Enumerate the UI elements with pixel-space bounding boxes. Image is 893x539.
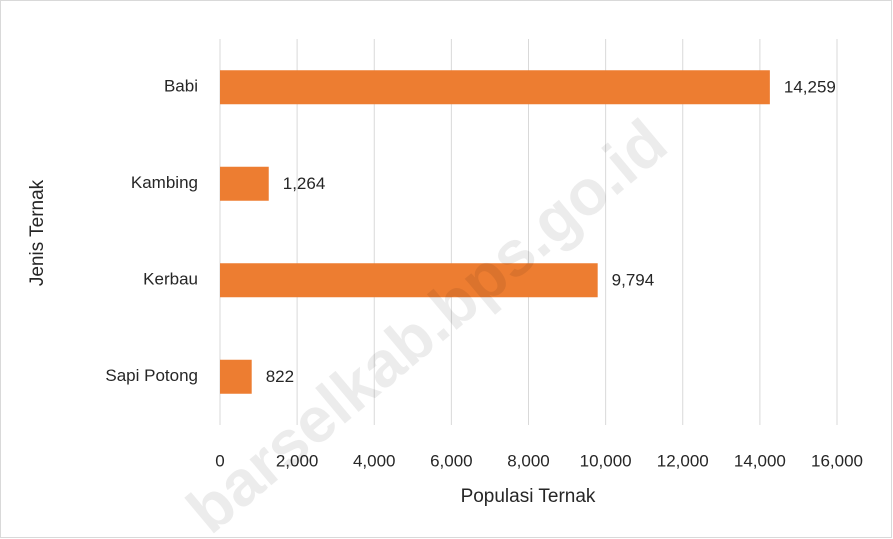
x-tick-label: 10,000: [580, 451, 632, 470]
x-axis-label: Populasi Ternak: [461, 486, 596, 507]
data-label: 822: [266, 367, 294, 386]
x-tick-label: 2,000: [276, 451, 319, 470]
y-tick-label: Kambing: [131, 173, 198, 192]
y-tick-label: Kerbau: [143, 270, 198, 289]
bar: [220, 166, 269, 201]
data-label: 1,264: [283, 174, 326, 193]
x-tick-label: 12,000: [657, 451, 709, 470]
y-axis-label: Jenis Ternak: [27, 179, 48, 286]
data-label: 9,794: [612, 271, 655, 290]
bar: [220, 263, 598, 298]
x-tick-label: 14,000: [734, 451, 786, 470]
x-tick-label: 8,000: [507, 451, 550, 470]
bar: [220, 359, 252, 394]
bar: [220, 70, 770, 105]
x-tick-label: 6,000: [430, 451, 473, 470]
x-tick-label: 4,000: [353, 451, 396, 470]
y-tick-label: Babi: [164, 77, 198, 96]
x-tick-label: 16,000: [811, 451, 863, 470]
data-label: 14,259: [784, 78, 836, 97]
x-tick-label: 0: [215, 451, 224, 470]
y-tick-label: Sapi Potong: [105, 366, 198, 385]
